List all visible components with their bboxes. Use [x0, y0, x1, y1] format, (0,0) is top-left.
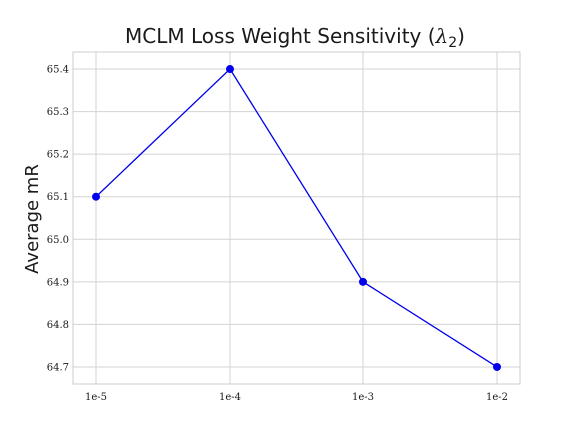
data-point [226, 65, 234, 74]
y-axis-label: Average mR [22, 164, 43, 274]
chart-title-close: ) [457, 24, 465, 48]
tick-labels: 64.7 64.8 64.9 65.0 65.1 65.2 65.3 65.4 1e-5 1e-4… [47, 65, 508, 403]
grid-layer [73, 52, 520, 384]
y-tick-label: 65.0 [47, 235, 69, 246]
y-tick-label: 65.1 [47, 192, 69, 203]
y-tick-label: 64.8 [47, 320, 69, 331]
data-point [92, 192, 100, 201]
y-tick-label: 65.4 [47, 65, 69, 76]
chart-title: MCLM Loss Weight Sensitivity (λ2) [125, 24, 465, 51]
y-tick-label: 65.2 [47, 150, 69, 161]
data-point [359, 277, 367, 286]
y-tick-label: 64.7 [47, 362, 69, 373]
y-tick-label: 64.9 [47, 277, 69, 288]
series-line [95, 68, 498, 368]
chart-title-symbol: λ [435, 24, 449, 48]
data-point [493, 362, 501, 371]
x-tick-label: 1e-3 [352, 392, 374, 403]
x-tick-label: 1e-2 [486, 392, 508, 403]
chart-title-text: MCLM Loss Weight Sensitivity ( [125, 24, 436, 48]
series-layer [92, 65, 501, 371]
chart-title-subscript: 2 [448, 35, 457, 51]
x-tick-label: 1e-5 [85, 392, 107, 403]
x-tick-label: 1e-4 [219, 392, 241, 403]
plot-border [72, 51, 521, 385]
plot-frame [72, 51, 521, 385]
y-tick-label: 65.3 [47, 107, 69, 118]
